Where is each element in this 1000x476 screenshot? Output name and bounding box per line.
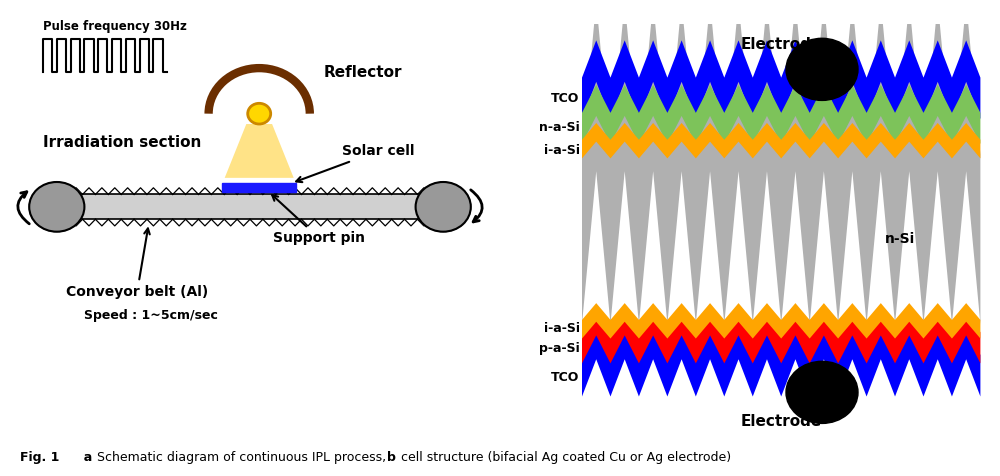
Text: p-a-Si: p-a-Si: [539, 342, 580, 356]
Polygon shape: [582, 85, 980, 144]
Circle shape: [786, 38, 858, 100]
Text: i-a-Si: i-a-Si: [544, 322, 580, 335]
Circle shape: [248, 103, 271, 124]
Polygon shape: [582, 1, 980, 324]
Text: Electrode: Electrode: [741, 414, 822, 429]
Polygon shape: [582, 304, 980, 363]
Bar: [222, 183, 296, 191]
Polygon shape: [225, 124, 294, 178]
Circle shape: [29, 182, 84, 232]
Circle shape: [416, 182, 471, 232]
Text: Reflector: Reflector: [324, 65, 402, 80]
Text: Fig. 1: Fig. 1: [20, 451, 59, 464]
Text: Irradiation section: Irradiation section: [43, 135, 201, 150]
Text: Electrode: Electrode: [741, 37, 822, 52]
Text: i-a-Si: i-a-Si: [544, 144, 580, 157]
Text: Pulse frequency 30Hz: Pulse frequency 30Hz: [43, 20, 187, 33]
Polygon shape: [582, 40, 980, 119]
Polygon shape: [582, 303, 980, 338]
Text: n-Si: n-Si: [884, 232, 915, 246]
Text: Support pin: Support pin: [272, 195, 365, 245]
Circle shape: [786, 361, 858, 424]
Text: Solar cell: Solar cell: [296, 144, 415, 182]
Text: Speed : 1~5cm/sec: Speed : 1~5cm/sec: [84, 308, 218, 322]
Text: n-a-Si: n-a-Si: [539, 121, 580, 134]
Text: Conveyor belt (Al): Conveyor belt (Al): [66, 228, 208, 299]
Text: cell structure (bifacial Ag coated Cu or Ag electrode): cell structure (bifacial Ag coated Cu or…: [397, 451, 731, 464]
Polygon shape: [582, 318, 980, 397]
Bar: [57, 194, 443, 219]
Text: TCO: TCO: [551, 371, 580, 385]
Text: a: a: [75, 451, 92, 464]
Polygon shape: [582, 123, 980, 159]
Text: b: b: [387, 451, 396, 464]
Text: Schematic diagram of continuous IPL process,: Schematic diagram of continuous IPL proc…: [93, 451, 390, 464]
Text: TCO: TCO: [551, 92, 580, 105]
